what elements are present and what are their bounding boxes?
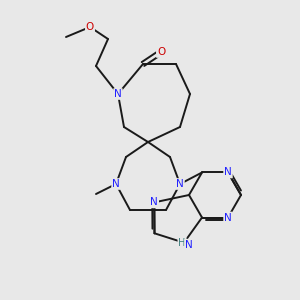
- Text: N: N: [224, 167, 232, 178]
- Text: N: N: [150, 197, 158, 207]
- Text: N: N: [114, 89, 122, 99]
- Text: H: H: [178, 238, 186, 248]
- Text: N: N: [224, 212, 232, 223]
- Text: O: O: [86, 22, 94, 32]
- Text: O: O: [157, 47, 165, 57]
- Text: N: N: [185, 240, 193, 250]
- Text: N: N: [112, 179, 120, 189]
- Text: N: N: [176, 179, 184, 189]
